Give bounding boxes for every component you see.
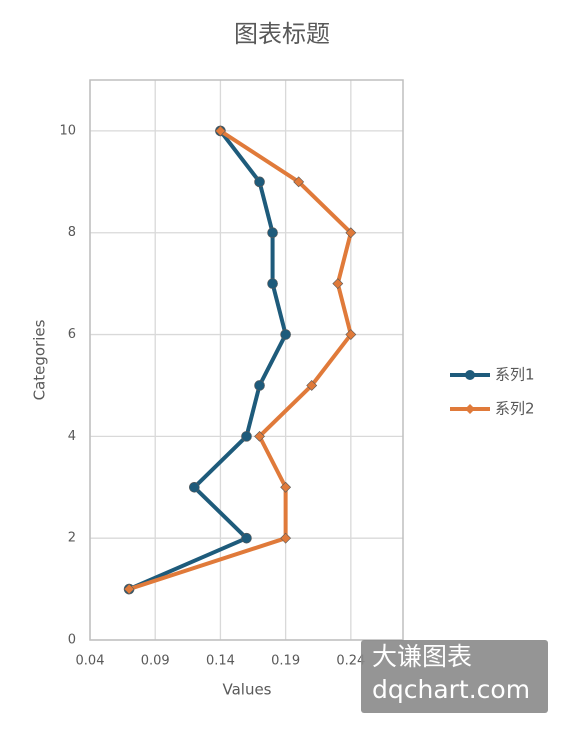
legend-label: 系列2	[495, 400, 535, 418]
y-tick-label: 2	[68, 531, 76, 546]
chart-title: 图表标题	[234, 20, 330, 48]
y-tick-label: 0	[68, 633, 76, 648]
series-line	[128, 129, 353, 591]
marker	[241, 431, 252, 442]
marker	[345, 329, 357, 340]
marker	[241, 532, 252, 544]
y-tick-label: 8	[68, 225, 76, 240]
marker	[280, 532, 292, 544]
marker	[254, 380, 265, 391]
watermark-text: dqchart.com	[372, 675, 530, 704]
marker	[465, 370, 475, 380]
legend-label: 系列1	[495, 366, 535, 384]
marker	[345, 227, 357, 239]
marker	[280, 329, 291, 340]
x-axis-title: Values	[222, 681, 271, 699]
plot-border	[89, 79, 404, 641]
x-tick-label: 0.09	[141, 654, 170, 669]
marker	[332, 278, 344, 290]
marker	[293, 176, 305, 188]
marker	[267, 278, 278, 289]
x-tick-label: 0.14	[206, 654, 235, 669]
watermark-box	[361, 640, 548, 713]
y-tick-label: 10	[59, 123, 76, 138]
marker	[214, 125, 226, 137]
marker	[123, 583, 135, 595]
marker	[306, 380, 318, 391]
series-line	[128, 129, 288, 591]
watermark-text: 大谦图表	[372, 642, 472, 671]
y-tick-label: 6	[68, 327, 76, 342]
marker	[189, 481, 200, 493]
y-axis-title: Categories	[31, 319, 49, 400]
marker	[254, 430, 265, 442]
marker	[267, 227, 278, 239]
marker	[280, 481, 292, 493]
y-tick-label: 4	[68, 429, 76, 444]
x-tick-label: 0.24	[336, 654, 365, 669]
marker	[465, 404, 475, 414]
x-tick-label: 0.04	[76, 654, 105, 669]
x-tick-label: 0.19	[271, 654, 300, 669]
marker	[254, 176, 265, 188]
